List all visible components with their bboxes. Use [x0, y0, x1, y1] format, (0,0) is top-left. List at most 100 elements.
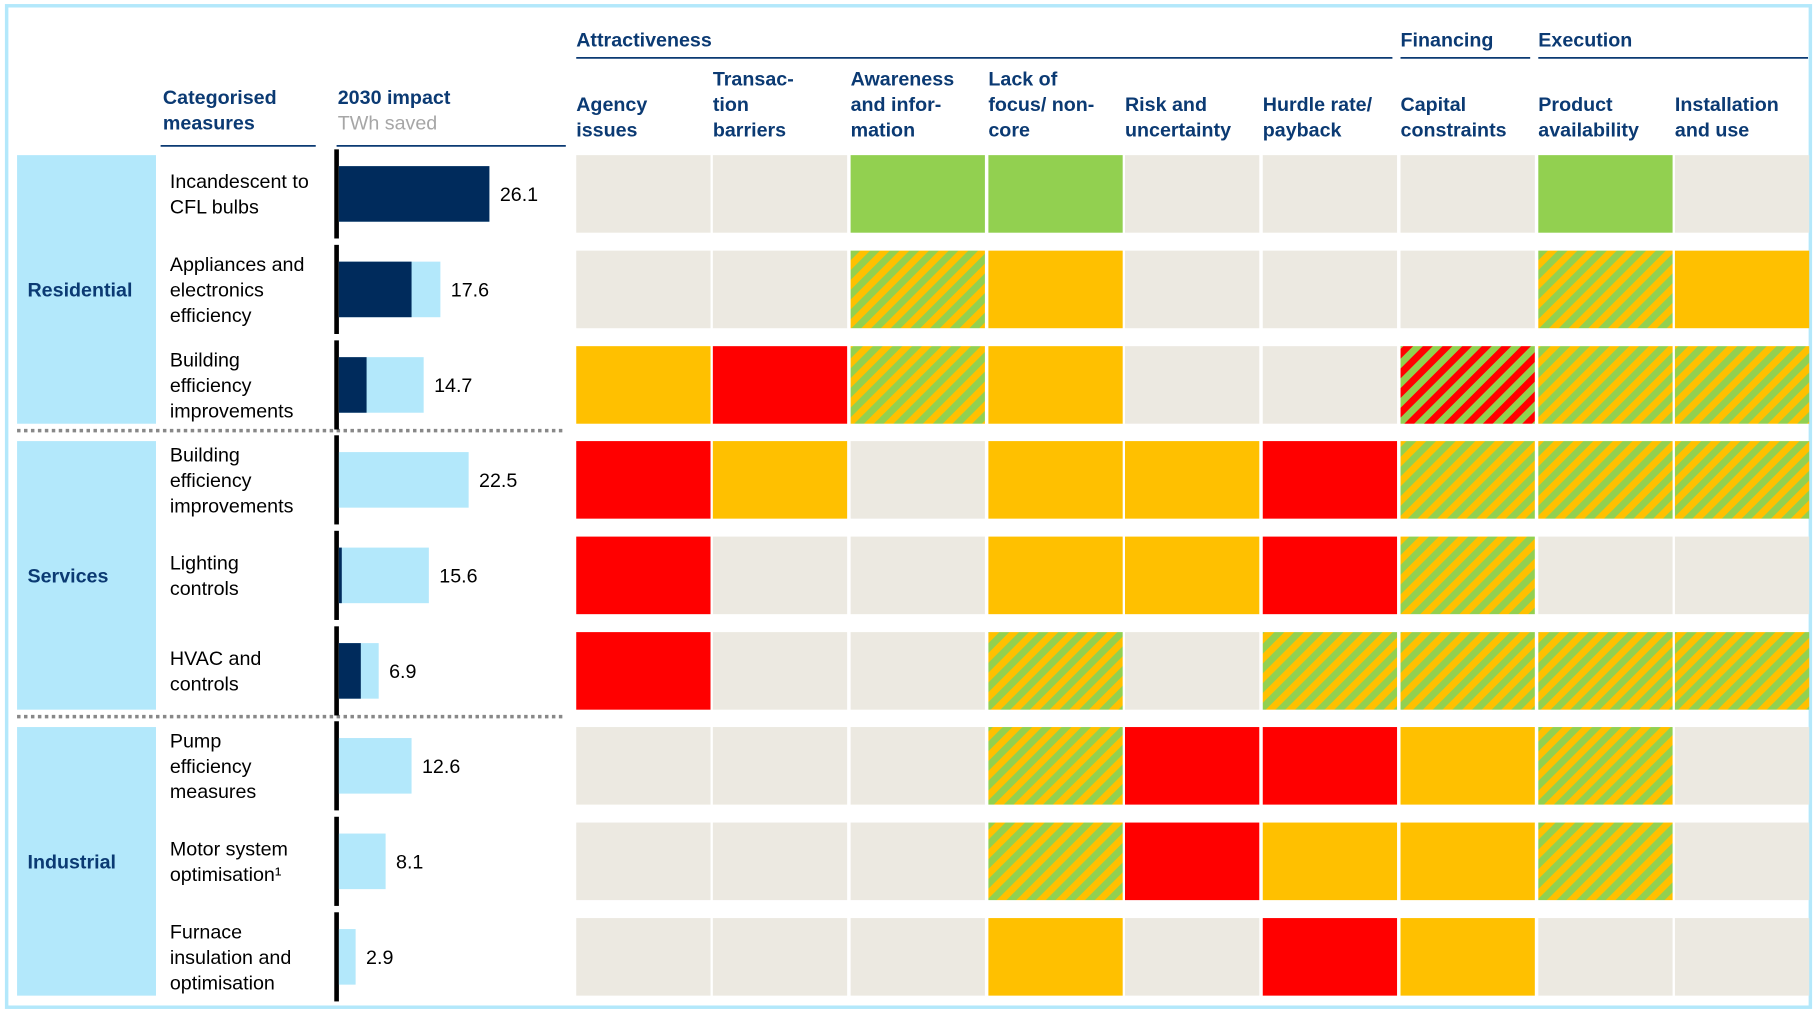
- measure-label: efficiency: [170, 375, 252, 397]
- cell: [1124, 822, 1260, 901]
- sector-label: Residential: [27, 279, 132, 301]
- bar-dark: [338, 166, 490, 222]
- cell: [1674, 346, 1810, 424]
- cell: [1400, 155, 1535, 233]
- value-label: 2.9: [366, 947, 393, 969]
- cell: [988, 155, 1123, 233]
- cell: [712, 346, 848, 424]
- bar-total: [338, 452, 469, 508]
- axis: [334, 435, 339, 525]
- column-label: Lack of: [988, 69, 1057, 91]
- frame: [4, 4, 1813, 1009]
- cell: [1262, 822, 1398, 901]
- measure-label: Building: [170, 444, 240, 466]
- cell: [850, 822, 985, 901]
- value-label: 17.6: [451, 279, 489, 301]
- value-label: 15.6: [439, 565, 477, 587]
- cell: [1124, 727, 1260, 805]
- cell: [1262, 632, 1398, 710]
- bar-total: [338, 929, 356, 985]
- cell: [988, 727, 1123, 805]
- axis: [334, 149, 339, 239]
- column-label: Installation: [1675, 94, 1779, 116]
- cell: [1124, 346, 1260, 424]
- cell: [1262, 346, 1398, 424]
- impact-unit: TWh saved: [338, 113, 437, 135]
- cell: [988, 822, 1123, 901]
- column-label: Hurdle rate/: [1263, 94, 1373, 116]
- sector-box: [17, 155, 156, 424]
- impact-label: 2030 impact: [338, 87, 451, 109]
- column-label: barriers: [713, 120, 786, 142]
- sector-box: [17, 441, 156, 710]
- value-label: 12.6: [422, 756, 460, 778]
- cell: [576, 822, 711, 901]
- cell: [1262, 250, 1398, 329]
- cell: [576, 918, 711, 996]
- cell: [1400, 918, 1535, 996]
- cell: [576, 536, 711, 615]
- column-label: uncertainty: [1125, 120, 1231, 142]
- measure-label: insulation and: [170, 947, 291, 969]
- categories-label: measures: [163, 113, 255, 135]
- cell: [850, 536, 985, 615]
- column-label: mation: [851, 120, 915, 142]
- bar-total: [338, 833, 386, 890]
- cell: [1262, 155, 1398, 233]
- value-label: 6.9: [389, 661, 416, 683]
- cell: [1124, 918, 1260, 996]
- cell: [1124, 536, 1260, 615]
- axis: [334, 912, 339, 1002]
- bar-total: [338, 738, 412, 794]
- axis: [334, 721, 339, 811]
- group-label: Attractiveness: [576, 29, 712, 51]
- sector-label: Services: [27, 565, 108, 587]
- cell: [850, 441, 985, 519]
- value-label: 22.5: [479, 470, 517, 492]
- measure-label: Appliances and: [170, 254, 305, 276]
- cell: [1538, 250, 1673, 329]
- measure-label: optimisation¹: [170, 864, 282, 886]
- bar-total: [338, 547, 429, 604]
- cell: [850, 727, 985, 805]
- column-label: Awareness: [851, 69, 955, 91]
- cell: [1124, 632, 1260, 710]
- cell: [850, 918, 985, 996]
- measure-label: CFL bulbs: [170, 197, 259, 219]
- cell: [712, 250, 848, 329]
- cell: [1400, 536, 1535, 615]
- cell: [1674, 918, 1810, 996]
- cell: [1674, 727, 1810, 805]
- cell: [712, 918, 848, 996]
- cell: [1400, 250, 1535, 329]
- axis: [334, 340, 339, 430]
- axis: [334, 816, 339, 906]
- cell: [576, 441, 711, 519]
- cell: [1538, 822, 1673, 901]
- cell: [712, 441, 848, 519]
- cell: [576, 346, 711, 424]
- cell: [1674, 822, 1810, 901]
- column-label: constraints: [1401, 120, 1507, 142]
- axis: [334, 626, 339, 716]
- cell: [1400, 441, 1535, 519]
- cell: [1262, 918, 1398, 996]
- cell: [712, 632, 848, 710]
- measure-label: controls: [170, 674, 239, 696]
- measure-label: electronics: [170, 279, 264, 301]
- cell: [1674, 441, 1810, 519]
- sector-label: Industrial: [27, 851, 116, 873]
- group-label: Financing: [1401, 29, 1494, 51]
- axis: [334, 530, 339, 620]
- cell: [576, 155, 711, 233]
- cell: [712, 727, 848, 805]
- measure-label: efficiency: [170, 756, 252, 778]
- cell: [576, 727, 711, 805]
- cell: [712, 155, 848, 233]
- column-label: and infor-: [851, 94, 942, 116]
- column-label: and use: [1675, 120, 1749, 142]
- cell: [988, 250, 1123, 329]
- value-label: 14.7: [434, 375, 472, 397]
- cell: [576, 250, 711, 329]
